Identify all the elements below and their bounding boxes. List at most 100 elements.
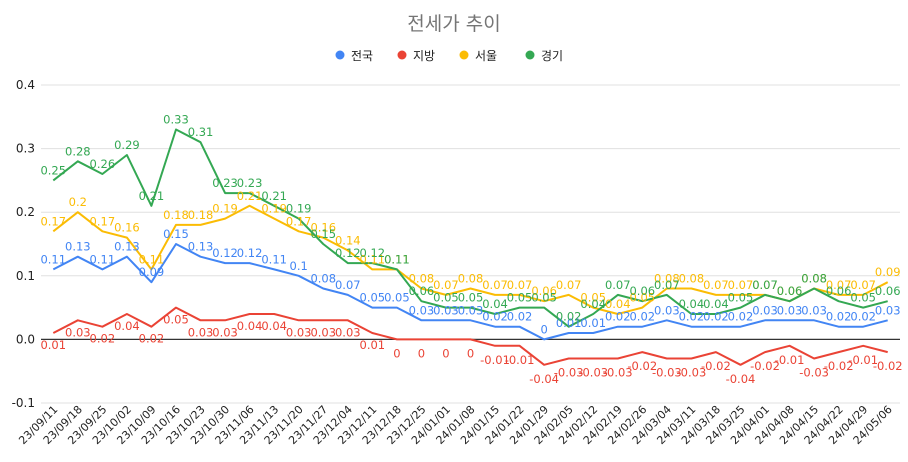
data-label: 0.12 [237, 246, 263, 260]
data-label: 0.02 [605, 310, 631, 324]
data-label: 0.07 [335, 278, 361, 292]
data-label: 0.13 [65, 240, 91, 254]
x-axis: 23/09/1123/09/1823/09/2523/10/0223/10/09… [16, 403, 895, 447]
data-label: 0.05 [580, 291, 606, 305]
data-label: 0.07 [605, 278, 631, 292]
data-label: 0.05 [458, 291, 484, 305]
data-label: 0.01 [580, 316, 606, 330]
data-label: 0.03 [801, 303, 827, 317]
data-label: 0.02 [850, 310, 876, 324]
data-label: 0.07 [556, 278, 582, 292]
legend-label: 서울 [475, 49, 497, 63]
data-label: 0.11 [90, 252, 116, 266]
data-label: 0.06 [826, 284, 852, 298]
legend-label: 지방 [413, 49, 435, 63]
data-label: -0.01 [775, 353, 805, 367]
series-line [52, 204, 889, 315]
y-tick-label: 0.3 [16, 142, 35, 156]
data-label: 0.05 [163, 313, 189, 327]
data-label: 0.09 [875, 265, 901, 279]
series-line [52, 128, 888, 328]
y-tick-label: -0.1 [12, 396, 35, 410]
data-label: 0.03 [433, 303, 459, 317]
series-line [52, 243, 888, 341]
data-label: 0.03 [212, 325, 238, 339]
data-label: 0.08 [801, 272, 827, 286]
data-label: 0.02 [482, 310, 508, 324]
data-label: -0.04 [726, 372, 756, 386]
data-label: 0.11 [384, 252, 410, 266]
data-label: -0.03 [603, 365, 633, 379]
data-label: 0.01 [556, 316, 582, 330]
data-label: 0.03 [286, 325, 312, 339]
data-label: 0.26 [90, 157, 116, 171]
legend-label: 경기 [541, 49, 563, 63]
data-label: 0.05 [629, 291, 655, 305]
data-label: 0 [442, 346, 449, 360]
data-label: -0.01 [505, 353, 535, 367]
data-label: 0.03 [335, 325, 361, 339]
legend-label: 전국 [351, 49, 373, 63]
data-label: 0.07 [482, 278, 508, 292]
data-label: -0.03 [799, 365, 829, 379]
data-label: 0.05 [384, 291, 410, 305]
data-label: 0.04 [580, 297, 606, 311]
data-label: 0.07 [507, 278, 533, 292]
data-label: 0.21 [139, 189, 165, 203]
data-label: 0.03 [875, 303, 901, 317]
data-label: 0.05 [507, 291, 533, 305]
data-label: 0.05 [433, 291, 459, 305]
data-label: 0.2 [69, 195, 87, 209]
y-tick-label: 0.0 [16, 332, 35, 346]
legend-marker [525, 50, 535, 60]
data-label: 0.02 [556, 310, 582, 324]
data-label: -0.02 [824, 359, 854, 373]
data-label: 0.04 [237, 319, 263, 333]
data-label: 0.07 [826, 278, 852, 292]
data-label: 0.28 [65, 144, 91, 158]
y-axis: -0.1 0.0 0.1 0.2 0.3 0.4 [12, 78, 35, 410]
data-label: 0 [418, 346, 425, 360]
data-label: 0.07 [703, 278, 729, 292]
data-label: 0.11 [384, 252, 410, 266]
data-label: 0.18 [163, 208, 189, 222]
data-label: 0.05 [531, 291, 557, 305]
data-label: 0.02 [728, 310, 754, 324]
data-label: 0.06 [531, 284, 557, 298]
data-label: 0.04 [482, 297, 508, 311]
data-labels: 0.110.130.110.130.090.150.130.120.120.11… [40, 113, 902, 386]
data-label: 0.07 [728, 278, 754, 292]
data-label: -0.01 [848, 353, 878, 367]
data-label: 0.17 [40, 214, 66, 228]
data-label: 0.17 [286, 214, 312, 228]
data-label: 0.12 [360, 246, 386, 260]
data-label: 0.09 [139, 265, 165, 279]
data-label: 0.21 [237, 189, 263, 203]
data-label: 0.02 [139, 332, 165, 346]
data-label: 0.03 [310, 325, 336, 339]
chart-title: 전세가 추이 [407, 13, 500, 35]
data-label: 0.31 [188, 125, 214, 139]
data-label: 0.07 [752, 278, 778, 292]
data-label: 0.07 [850, 278, 876, 292]
data-label: 0.25 [40, 163, 66, 177]
data-label: 0.16 [310, 221, 336, 235]
data-label: 0.08 [458, 272, 484, 286]
data-label: 0.06 [409, 284, 435, 298]
data-label: 0.23 [237, 176, 263, 190]
data-label: 0.06 [777, 284, 803, 298]
data-label: 0.04 [605, 297, 631, 311]
data-label: 0.02 [507, 310, 533, 324]
data-label: 0.03 [752, 303, 778, 317]
data-label: -0.02 [873, 359, 903, 373]
data-label: 0.13 [114, 240, 140, 254]
data-label: 0.06 [875, 284, 901, 298]
data-label: 0.11 [40, 252, 66, 266]
data-label: 0.02 [703, 310, 729, 324]
data-label: 0.04 [114, 319, 140, 333]
data-label: 0.04 [703, 297, 729, 311]
data-label: 0.07 [433, 278, 459, 292]
data-label: 0.06 [629, 284, 655, 298]
